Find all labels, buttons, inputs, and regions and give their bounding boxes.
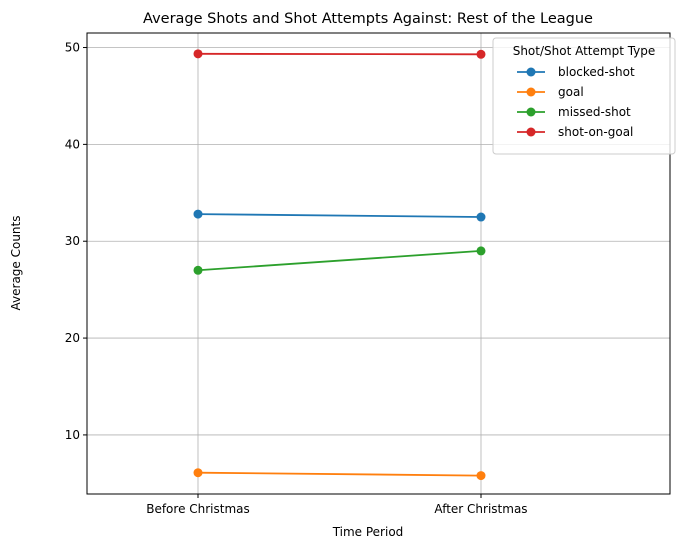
data-point xyxy=(476,212,486,222)
series-blocked-shot xyxy=(193,209,486,222)
data-point xyxy=(193,49,203,59)
y-axis: 10 20 30 40 50 xyxy=(65,41,87,442)
legend-item-goal: goal xyxy=(517,85,584,99)
legend-label: goal xyxy=(558,85,584,99)
x-axis-label: Time Period xyxy=(332,525,404,539)
legend-marker xyxy=(526,127,536,137)
legend-box xyxy=(492,37,676,155)
series-goal xyxy=(193,468,486,481)
series-line xyxy=(197,213,482,218)
y-tick-label: 30 xyxy=(65,234,80,248)
legend-item-blocked-shot: blocked-shot xyxy=(517,65,635,79)
legend-title: Shot/Shot Attempt Type xyxy=(513,44,656,58)
legend-marker xyxy=(526,87,536,97)
x-tick-label: After Christmas xyxy=(434,502,527,516)
series-line xyxy=(197,250,482,272)
data-point xyxy=(476,49,486,59)
data-point xyxy=(193,209,203,219)
legend-label: shot-on-goal xyxy=(558,125,633,139)
x-axis: Before Christmas After Christmas xyxy=(146,494,528,516)
plot-frame xyxy=(86,32,671,495)
y-axis-label: Average Counts xyxy=(9,216,23,311)
series-layer xyxy=(193,49,486,481)
legend-marker xyxy=(526,67,536,77)
y-tick-label: 50 xyxy=(65,41,80,55)
legend-item-missed-shot: missed-shot xyxy=(517,105,631,119)
data-point xyxy=(476,246,486,256)
legend-marker xyxy=(526,107,536,117)
legend: Shot/Shot Attempt Type blocked-shot goal m… xyxy=(492,37,676,155)
legend-items: blocked-shot goal missed-shot shot-on-goal xyxy=(517,65,635,139)
series-missed-shot xyxy=(193,246,486,275)
data-point xyxy=(193,468,203,478)
legend-label: blocked-shot xyxy=(558,65,635,79)
y-tick-label: 40 xyxy=(65,137,80,151)
legend-label: missed-shot xyxy=(558,105,631,119)
x-tick-label: Before Christmas xyxy=(146,502,250,516)
data-point xyxy=(476,471,486,481)
y-tick-label: 20 xyxy=(65,331,80,345)
series-shot-on-goal xyxy=(193,49,486,59)
legend-item-shot-on-goal: shot-on-goal xyxy=(517,125,633,139)
data-point xyxy=(193,265,203,275)
y-tick-label: 10 xyxy=(65,428,80,442)
chart-title: Average Shots and Shot Attempts Against:… xyxy=(143,11,593,27)
series-line xyxy=(197,471,482,477)
grid xyxy=(87,33,670,494)
